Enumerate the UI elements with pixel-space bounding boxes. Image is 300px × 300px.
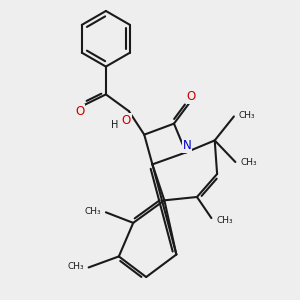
Text: CH₃: CH₃: [216, 216, 233, 225]
Text: N: N: [182, 139, 191, 152]
Text: CH₃: CH₃: [85, 207, 101, 216]
Text: CH₃: CH₃: [239, 111, 255, 120]
Text: H: H: [111, 120, 118, 130]
Text: O: O: [122, 114, 131, 127]
Text: CH₃: CH₃: [67, 262, 84, 271]
Text: O: O: [187, 90, 196, 103]
Text: O: O: [75, 105, 84, 118]
Text: CH₃: CH₃: [240, 158, 257, 167]
